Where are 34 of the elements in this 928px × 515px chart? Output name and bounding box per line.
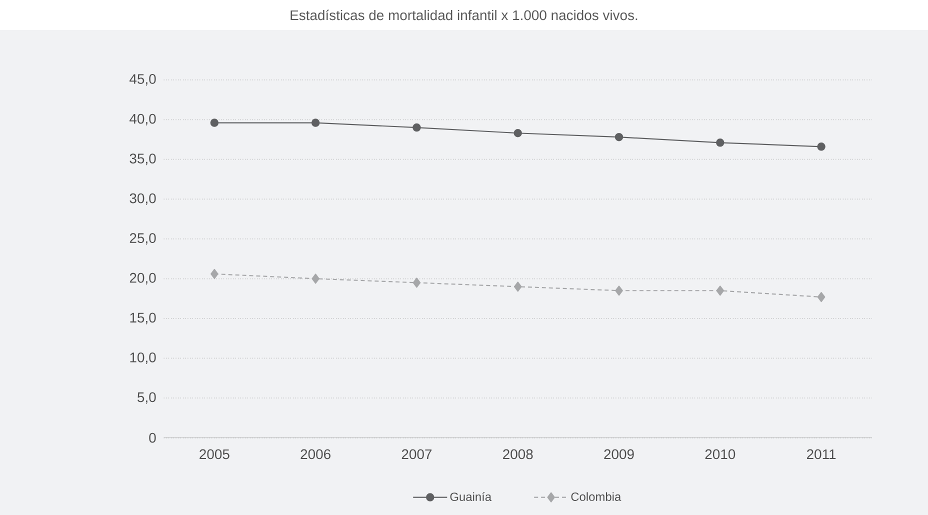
x-tick-label: 2006 [300,449,330,460]
point [716,138,724,147]
y-tick-label: 15,0 [130,312,156,324]
y-tick-label: 10,0 [130,352,156,364]
point [312,274,320,284]
point [210,268,218,279]
point [817,142,826,151]
point [817,292,826,302]
y-tick-label: 0 [149,432,156,443]
y-tick-label: 5,0 [138,392,156,404]
point [311,118,320,127]
point [412,123,421,132]
point [514,128,522,138]
legend-label: Guainía [450,492,492,502]
y-tick-label: 25,0 [130,233,156,245]
y-tick-label: 45,0 [130,74,156,86]
point [514,282,522,292]
point [210,118,219,127]
x-tick-label: 2005 [200,449,230,460]
x-tick-label: 2008 [503,449,533,460]
y-tick-label: 20,0 [130,272,156,284]
point [412,278,421,288]
point [615,286,623,296]
x-tick-label: 2007 [402,449,432,460]
legend-label: Colombia [571,492,622,501]
x-tick-label: 2009 [604,449,634,460]
y-tick-label: 35,0 [130,154,156,166]
y-tick-label: 30,0 [130,193,156,205]
x-tick-label: 2010 [705,449,736,460]
y-tick-label: 40,0 [130,114,156,126]
x-tick-label: 2011 [806,449,836,460]
point [716,286,724,296]
chart-title: Estadísticas de mortalidad infantil x 1.000 nacidos vivos. [290,10,638,20]
point [614,132,624,142]
